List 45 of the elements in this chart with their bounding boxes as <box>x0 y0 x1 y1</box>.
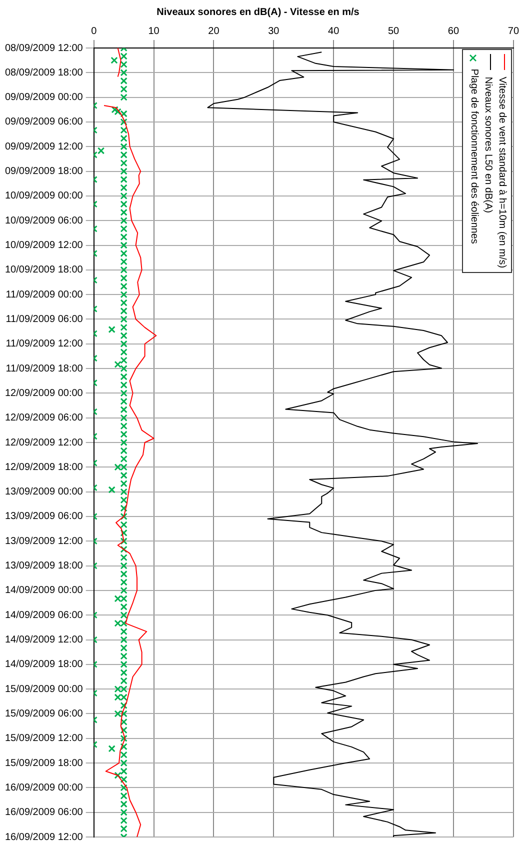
y-tick-label: 16/09/2009 12:00 <box>4 832 84 843</box>
y-tick-label: 12/09/2009 12:00 <box>4 437 84 448</box>
y-tick-label: 13/09/2009 00:00 <box>4 486 84 498</box>
x-tick-label: 30 <box>268 26 280 37</box>
y-tick-label: 12/09/2009 06:00 <box>4 412 84 424</box>
y-tick-label: 14/09/2009 00:00 <box>4 585 84 596</box>
y-tick-label: 11/09/2009 12:00 <box>6 338 84 350</box>
y-tick-label: 15/09/2009 18:00 <box>4 758 84 769</box>
x-tick-label: 50 <box>388 26 400 37</box>
x-tick-label: 0 <box>91 26 98 37</box>
y-tick-label: 11/09/2009 18:00 <box>6 363 84 374</box>
y-tick-label: 10/09/2009 06:00 <box>4 215 84 226</box>
chart-title: Niveaux sonores en dB(A) - Vitesse en m/s <box>156 6 360 18</box>
x-tick-label: 60 <box>448 26 460 37</box>
y-tick-label: 14/09/2009 12:00 <box>4 634 84 646</box>
y-tick-label: 08/09/2009 12:00 <box>4 42 84 54</box>
y-tick-label: 11/09/2009 00:00 <box>6 289 84 300</box>
x-tick-label: 70 <box>508 26 520 37</box>
y-tick-label: 10/09/2009 00:00 <box>4 190 84 202</box>
legend-label: Plage de fonctionnement des éoliennes <box>468 68 480 244</box>
y-tick-label: 15/09/2009 12:00 <box>4 733 84 744</box>
x-tick-label: 40 <box>328 26 340 37</box>
y-tick-label: 09/09/2009 00:00 <box>4 92 84 104</box>
y-tick-label: 10/09/2009 12:00 <box>4 240 84 251</box>
y-tick-label: 10/09/2009 18:00 <box>4 264 84 276</box>
legend-label: Niveaux sonores L50 en dB(A) <box>482 76 494 213</box>
y-tick-label: 13/09/2009 12:00 <box>4 536 84 547</box>
y-tick-label: 16/09/2009 00:00 <box>4 782 84 794</box>
y-tick-label: 15/09/2009 06:00 <box>4 708 84 720</box>
y-tick-label: 12/09/2009 00:00 <box>4 388 84 399</box>
y-tick-label: 09/09/2009 12:00 <box>4 141 84 152</box>
x-tick-label: 20 <box>208 26 220 37</box>
legend-label: Vitesse de vent standard à h=10m (en m/s) <box>496 76 508 268</box>
y-tick-label: 16/09/2009 06:00 <box>4 807 84 818</box>
y-tick-label: 15/09/2009 00:00 <box>4 684 84 695</box>
y-tick-label: 14/09/2009 06:00 <box>4 610 84 621</box>
y-tick-label: 12/09/2009 18:00 <box>4 462 84 473</box>
y-tick-label: 08/09/2009 18:00 <box>4 67 84 78</box>
y-tick-label: 11/09/2009 06:00 <box>6 314 84 325</box>
y-tick-label: 14/09/2009 18:00 <box>4 659 84 670</box>
y-tick-label: 09/09/2009 06:00 <box>4 116 84 128</box>
x-tick-label: 10 <box>148 26 160 37</box>
y-tick-label: 13/09/2009 06:00 <box>4 511 84 522</box>
y-tick-label: 13/09/2009 18:00 <box>4 560 84 572</box>
y-tick-label: 09/09/2009 18:00 <box>4 166 84 178</box>
